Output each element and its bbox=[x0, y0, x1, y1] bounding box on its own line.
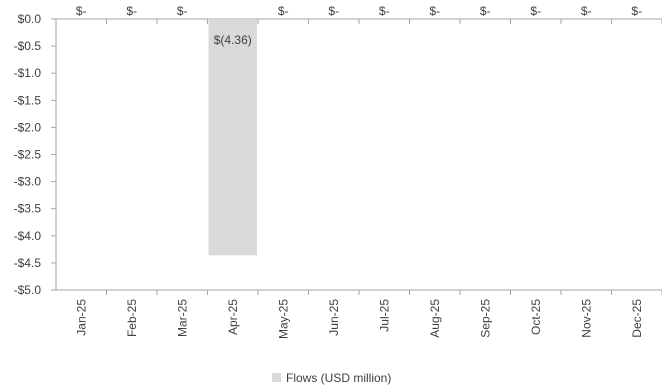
x-tick-label: Oct-25 bbox=[529, 299, 543, 335]
y-tick-label: -$3.5 bbox=[14, 202, 42, 216]
data-label: $- bbox=[631, 4, 642, 18]
data-label: $- bbox=[429, 4, 440, 18]
y-tick-label: -$2.5 bbox=[14, 148, 42, 162]
data-label: $- bbox=[278, 4, 289, 18]
data-label: $- bbox=[530, 4, 541, 18]
y-tick-label: -$1.5 bbox=[14, 93, 42, 107]
x-tick-label: Jan-25 bbox=[74, 299, 88, 336]
x-tick-label: Dec-25 bbox=[630, 299, 644, 338]
x-tick-label: Jul-25 bbox=[377, 299, 391, 332]
x-axis: Jan-25 Feb-25 Mar-25 Apr-25 May-25 Jun-25 Jul-… bbox=[56, 18, 662, 339]
bar bbox=[208, 19, 257, 256]
x-tick-label: Aug-25 bbox=[428, 299, 442, 338]
y-axis: $0.0 -$0.5 -$1.0 -$1.5 -$2.0 -$2.5 -$3.0 -$3.5 -… bbox=[14, 12, 57, 297]
data-label: $- bbox=[480, 4, 491, 18]
data-label: $- bbox=[76, 4, 87, 18]
data-label: $(4.36) bbox=[214, 33, 252, 47]
data-label: $- bbox=[177, 4, 188, 18]
y-tick-label: $0.0 bbox=[18, 12, 42, 26]
data-label: $- bbox=[126, 4, 137, 18]
data-labels: $- $- $- $(4.36) $- $- $- $- $- $- $- $- bbox=[76, 4, 642, 47]
bars bbox=[208, 19, 257, 256]
x-tick-label: Mar-25 bbox=[175, 299, 189, 337]
x-tick-label: Feb-25 bbox=[125, 299, 139, 337]
y-tick-label: -$4.5 bbox=[14, 256, 42, 270]
x-tick-label: Apr-25 bbox=[226, 299, 240, 335]
y-tick-label: -$1.0 bbox=[14, 66, 42, 80]
legend: Flows (USD million) bbox=[272, 371, 391, 385]
data-label: $- bbox=[581, 4, 592, 18]
y-tick-label: -$2.0 bbox=[14, 120, 42, 134]
y-tick-label: -$5.0 bbox=[14, 283, 42, 297]
x-tick-label: May-25 bbox=[276, 299, 290, 339]
x-tick-label: Nov-25 bbox=[579, 299, 593, 338]
legend-swatch bbox=[272, 373, 281, 382]
y-tick-label: -$4.0 bbox=[14, 229, 42, 243]
legend-label: Flows (USD million) bbox=[286, 371, 391, 385]
x-tick-label: Jun-25 bbox=[327, 299, 341, 336]
data-label: $- bbox=[328, 4, 339, 18]
data-label: $- bbox=[379, 4, 390, 18]
y-tick-label: -$3.0 bbox=[14, 175, 42, 189]
y-tick-label: -$0.5 bbox=[14, 39, 42, 53]
x-tick-label: Sep-25 bbox=[478, 299, 492, 338]
